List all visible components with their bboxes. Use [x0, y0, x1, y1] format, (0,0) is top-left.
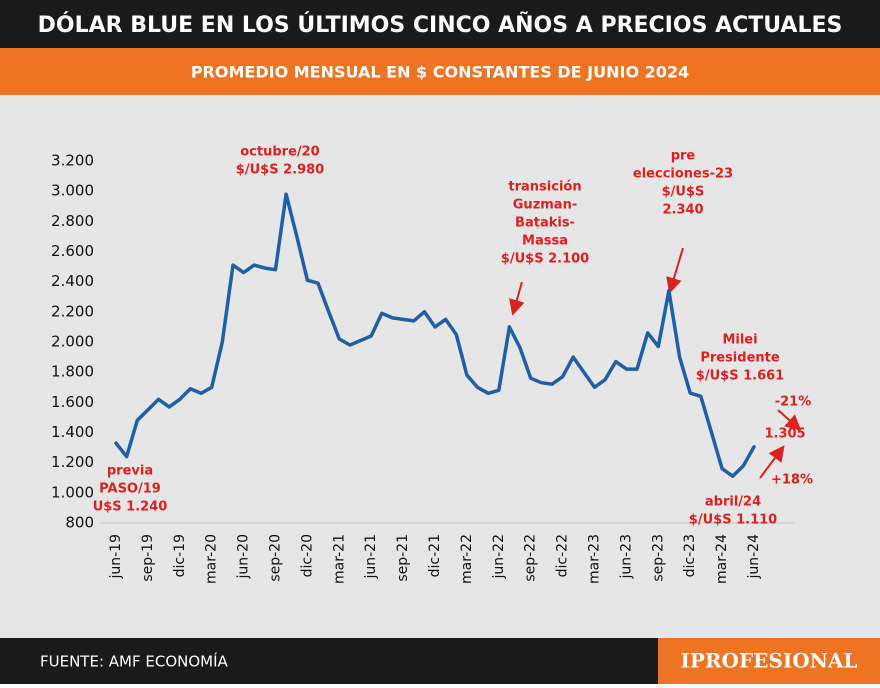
arrow [666, 247, 684, 294]
annotation: pre [671, 149, 696, 164]
x-tick-label: dic-21 [427, 534, 443, 577]
annotation: transición [508, 180, 581, 195]
x-tick-label: sep-23 [650, 534, 666, 582]
annotation: abril/24 [705, 495, 761, 510]
x-tick-label: dic-22 [555, 534, 571, 577]
brand: IPROFESIONAL [681, 649, 858, 673]
subtitle-bar [0, 48, 880, 95]
annotation: 2.340 [662, 203, 703, 218]
x-tick-label: sep-21 [395, 534, 411, 582]
x-tick-label: dic-20 [299, 534, 315, 577]
y-tick-label: 1.400 [51, 423, 94, 441]
annotation: Guzman- [513, 198, 577, 213]
x-tick-label: jun-19 [108, 534, 124, 580]
x-tick-label: mar-23 [587, 534, 603, 584]
x-tick-label: jun-24 [746, 534, 762, 580]
annotation: -21% [775, 395, 812, 410]
arrows [509, 247, 802, 479]
x-tick-label: dic-19 [172, 534, 188, 577]
y-tick-label: 2.600 [51, 242, 94, 260]
chart-subtitle: PROMEDIO MENSUAL EN $ CONSTANTES DE JUNI… [191, 63, 689, 82]
x-tick-label: dic-23 [682, 534, 698, 577]
y-tick-label: 1.800 [51, 363, 94, 381]
line-series [114, 192, 756, 478]
source: FUENTE: AMF ECONOMÍA [40, 652, 229, 671]
x-tick-label: mar-24 [714, 534, 730, 584]
y-tick-label: 1.600 [51, 393, 94, 411]
y-tick-label: 3.000 [51, 182, 94, 200]
x-tick-label: sep-22 [523, 534, 539, 582]
annotation: $/U$S 1.110 [689, 513, 777, 528]
x-tick-label: mar-21 [331, 534, 347, 584]
arrow [777, 409, 802, 432]
y-tick-label: 2.200 [51, 302, 94, 320]
y-tick-label: 1.200 [51, 453, 94, 471]
plot-background [0, 95, 880, 638]
y-tick-label: 3.200 [51, 152, 94, 170]
annotation: octubre/20 [240, 145, 319, 160]
annotation: $/U$S 2.100 [501, 252, 589, 267]
y-tick-label: 800 [65, 514, 94, 532]
brand-box [658, 638, 880, 684]
x-tick-label: jun-22 [491, 534, 507, 580]
y-tick-label: 2.000 [51, 333, 94, 351]
annotation: Batakis- [515, 216, 575, 231]
chart-title: DÓLAR BLUE EN LOS ÚLTIMOS CINCO AÑOS A P… [38, 12, 843, 38]
annotation: Presidente [700, 351, 780, 366]
annotation: U$S 1.240 [93, 500, 168, 515]
annotation: 1.305 [764, 427, 805, 442]
annotation: $/U$S [662, 185, 705, 200]
annotation: PASO/19 [99, 482, 161, 497]
arrow [509, 281, 525, 316]
annotation: previa [107, 464, 153, 479]
annotation: +18% [771, 473, 813, 488]
x-tick-label: mar-22 [459, 534, 475, 584]
annotation: Milei [722, 333, 757, 348]
title-bar [0, 0, 880, 48]
annotation: $/U$S 2.980 [236, 163, 324, 178]
x-tick-label: mar-20 [204, 534, 220, 584]
annotation: Massa [522, 234, 568, 249]
x-tick-label: sep-19 [140, 534, 156, 582]
x-tick-label: jun-20 [236, 534, 252, 580]
y-tick-label: 2.400 [51, 272, 94, 290]
annotation: $/U$S 1.661 [696, 369, 784, 384]
x-tick-label: jun-21 [363, 534, 379, 580]
annotation: elecciones-23 [633, 167, 733, 182]
y-tick-label: 1.000 [51, 483, 94, 501]
arrow [759, 445, 785, 479]
x-tick-label: jun-23 [618, 534, 634, 580]
x-tick-label: sep-20 [268, 534, 284, 582]
y-tick-label: 2.800 [51, 212, 94, 230]
